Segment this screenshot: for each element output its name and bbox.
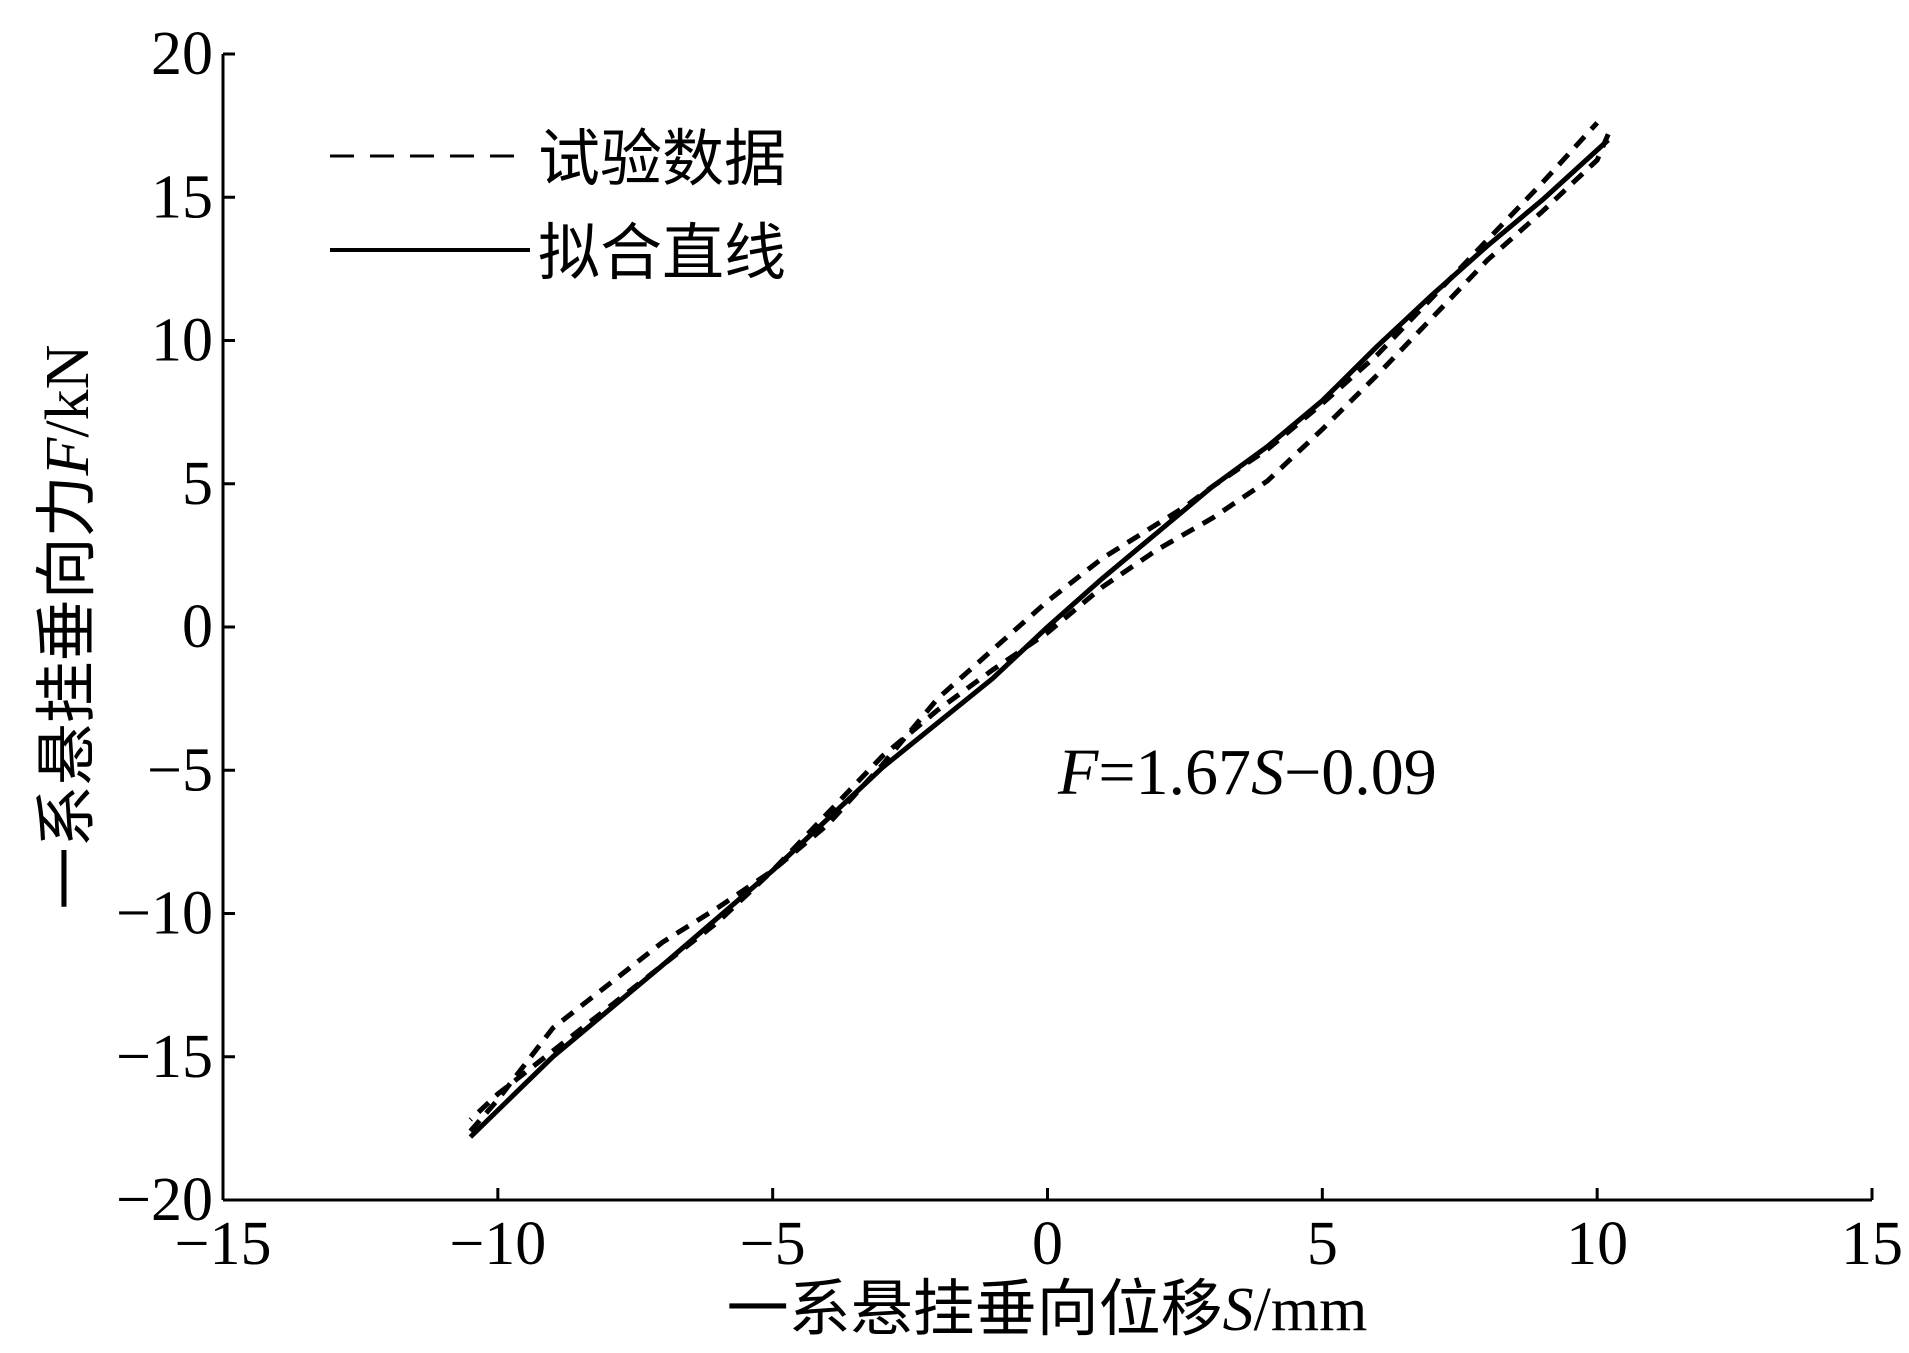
test-data-branch-loading (468, 121, 1600, 1133)
legend-label-fitted-line: 拟合直线 (538, 220, 786, 288)
x-tick-label: 5 (1307, 1210, 1338, 1278)
x-axis-label: 一系悬挂垂向位移S/mm (727, 1276, 1368, 1344)
y-axis-label: 一系悬挂垂向力F/kN (34, 345, 102, 910)
equation-var-s: S (1251, 736, 1284, 809)
fitted-line (468, 138, 1610, 1139)
y-tick-label: −10 (116, 880, 213, 948)
equation-mid: =1.67 (1098, 736, 1251, 809)
y-axis-label-prefix: 一系悬挂垂向力 (34, 475, 102, 909)
x-tick-label: 0 (1032, 1210, 1063, 1278)
x-ticks: −15 −10 −5 0 5 10 15 (175, 1188, 1903, 1278)
x-axis-label-unit: /mm (1254, 1276, 1368, 1344)
x-tick-label: 15 (1841, 1210, 1903, 1278)
y-ticks: −20 −15 −10 −5 0 5 10 15 20 (116, 20, 235, 1234)
y-tick-label: −15 (116, 1023, 213, 1091)
legend: 试验数据 拟合直线 (330, 126, 786, 288)
test-data-branch-unloading (468, 133, 1611, 1122)
equation-var-f: F (1057, 736, 1099, 809)
fit-equation: F=1.67S−0.09 (1057, 736, 1437, 809)
x-axis-label-prefix: 一系悬挂垂向位移 (727, 1276, 1223, 1344)
legend-label-test-data: 试验数据 (538, 126, 786, 194)
x-tick-label: 10 (1566, 1210, 1628, 1278)
y-tick-label: −20 (116, 1166, 213, 1234)
y-tick-label: 5 (182, 450, 213, 518)
y-tick-label: −5 (147, 736, 213, 804)
y-tick-label: 15 (151, 163, 213, 231)
y-axis-label-unit: /kN (34, 345, 102, 438)
y-tick-label: 10 (151, 307, 213, 375)
y-tick-label: 20 (151, 20, 213, 88)
x-tick-label: −10 (449, 1210, 546, 1278)
equation-tail: −0.09 (1284, 736, 1437, 809)
y-axis-label-var: F (34, 436, 102, 476)
series-layer (468, 121, 1611, 1139)
y-tick-label: 0 (182, 593, 213, 661)
x-axis-label-var: S (1223, 1276, 1254, 1344)
x-tick-label: −15 (175, 1210, 272, 1278)
x-tick-label: −5 (740, 1210, 806, 1278)
